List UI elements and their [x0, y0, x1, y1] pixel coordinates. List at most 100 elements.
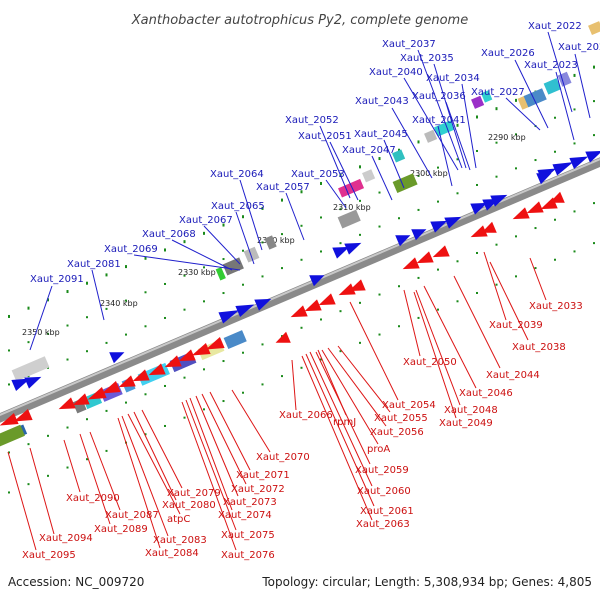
gene-label-atpc[interactable]: atpC [167, 514, 190, 525]
reverse-gene-arrow[interactable] [146, 363, 166, 380]
forward-gene-arrow[interactable] [411, 224, 429, 241]
forward-gene-arrow[interactable] [332, 241, 351, 259]
gene-label-xaut-2057[interactable]: Xaut_2057 [256, 182, 310, 193]
gene-label-xaut-2067[interactable]: Xaut_2067 [179, 215, 233, 226]
gene-label-xaut-2035[interactable]: Xaut_2035 [400, 53, 454, 64]
reverse-gene-arrow[interactable] [288, 305, 308, 322]
gene-label-xaut-2053[interactable]: Xaut_2053 [291, 169, 345, 180]
forward-gene-arrow[interactable] [109, 347, 127, 364]
gene-label-xaut-2039[interactable]: Xaut_2039 [489, 320, 543, 331]
gene-label-xaut-2075[interactable]: Xaut_2075 [221, 530, 275, 541]
gene-label-rpmj[interactable]: rpmJ [333, 417, 356, 428]
gene-label-xaut-2038[interactable]: Xaut_2038 [512, 342, 566, 353]
reverse-gene-arrow[interactable] [130, 369, 150, 386]
gene-label-xaut-2041[interactable]: Xaut_2041 [412, 115, 466, 126]
gene-label-xaut-2069[interactable]: Xaut_2069 [104, 244, 158, 255]
reverse-gene-arrow[interactable] [302, 299, 322, 316]
gene-label-xaut-2089[interactable]: Xaut_2089 [94, 524, 148, 535]
gene-label-xaut-2054[interactable]: Xaut_2054 [382, 400, 436, 411]
forward-gene-arrow[interactable] [490, 189, 509, 207]
reverse-gene-arrow[interactable] [116, 375, 136, 392]
gene-label-xaut-2061[interactable]: Xaut_2061 [360, 506, 414, 517]
gene-label-xaut-2052[interactable]: Xaut_2052 [285, 115, 339, 126]
forward-gene-arrow[interactable] [344, 237, 363, 255]
gene-label-xaut-2080[interactable]: Xaut_2080 [162, 500, 216, 511]
reverse-gene-arrow[interactable] [400, 257, 420, 274]
reverse-gene-arrow[interactable] [85, 386, 107, 405]
reverse-gene-arrow[interactable] [524, 201, 544, 218]
gene-label-xaut-2051[interactable]: Xaut_2051 [298, 131, 352, 142]
forward-gene-arrow[interactable] [235, 299, 256, 318]
gene-label-xaut-2045[interactable]: Xaut_2045 [354, 129, 408, 140]
reverse-gene-arrow[interactable] [0, 412, 19, 431]
forward-gene-arrow[interactable] [585, 145, 600, 163]
gene-label-xaut-2063[interactable]: Xaut_2063 [356, 519, 410, 530]
gene-label-xaut-2050[interactable]: Xaut_2050 [403, 357, 457, 368]
reverse-gene-arrow[interactable] [316, 293, 336, 310]
forward-gene-arrow[interactable] [24, 371, 43, 389]
gene-label-xaut-2091[interactable]: Xaut_2091 [30, 274, 84, 285]
gene-label-xaut-2049[interactable]: Xaut_2049 [439, 418, 493, 429]
gene-label-xaut-2071[interactable]: Xaut_2071 [236, 470, 290, 481]
forward-gene-arrow[interactable] [254, 293, 273, 311]
gene-label-xaut-2065[interactable]: Xaut_2065 [211, 201, 265, 212]
gene-label-xaut-2074[interactable]: Xaut_2074 [218, 510, 272, 521]
gene-label-xaut-2083[interactable]: Xaut_2083 [153, 535, 207, 546]
gene-label-xaut-2084[interactable]: Xaut_2084 [145, 548, 199, 559]
gene-label-xaut-2076[interactable]: Xaut_2076 [221, 550, 275, 561]
reverse-gene-arrow[interactable] [414, 251, 434, 268]
gene-label-xaut-2026[interactable]: Xaut_2026 [481, 48, 535, 59]
reverse-gene-arrow[interactable] [203, 336, 225, 355]
gene-label-xaut-2027[interactable]: Xaut_2027 [471, 87, 525, 98]
forward-gene-arrow[interactable] [395, 230, 413, 247]
forward-gene-arrow[interactable] [444, 211, 463, 229]
reverse-gene-arrow[interactable] [468, 225, 488, 242]
gene-label-xaut-2037[interactable]: Xaut_2037 [382, 39, 436, 50]
reverse-gene-arrow[interactable] [189, 342, 211, 361]
reverse-gene-arrow[interactable] [346, 279, 366, 296]
forward-gene-arrow[interactable] [536, 168, 554, 185]
gene-label-xaut-2040[interactable]: Xaut_2040 [369, 67, 423, 78]
gene-label-xaut-2055[interactable]: Xaut_2055 [374, 413, 428, 424]
reverse-gene-arrow[interactable] [70, 393, 90, 410]
reverse-gene-arrow[interactable] [99, 380, 121, 399]
gene-label-xaut-2023[interactable]: Xaut_2023 [524, 60, 578, 71]
gene-label-xaut-2066[interactable]: Xaut_2066 [279, 410, 333, 421]
forward-gene-arrow[interactable] [218, 305, 241, 324]
gene-label-xaut-2022[interactable]: Xaut_2022 [528, 21, 582, 32]
gene-label-xaut-2087[interactable]: Xaut_2087 [105, 510, 159, 521]
gene-label-xaut-2060[interactable]: Xaut_2060 [357, 486, 411, 497]
gene-label-xaut-2068[interactable]: Xaut_2068 [142, 229, 196, 240]
forward-gene-arrow[interactable] [470, 197, 489, 215]
gene-label-xaut-2095[interactable]: Xaut_2095 [22, 550, 76, 561]
gene-label-proa[interactable]: proA [367, 444, 390, 455]
reverse-gene-arrow[interactable] [162, 355, 182, 372]
gene-label-xaut-2056[interactable]: Xaut_2056 [370, 427, 424, 438]
gene-label-xaut-2021[interactable]: Xaut_2021 [558, 42, 600, 53]
gene-label-xaut-2044[interactable]: Xaut_2044 [486, 370, 540, 381]
forward-gene-arrow[interactable] [309, 270, 327, 287]
reverse-gene-arrow[interactable] [479, 221, 497, 239]
reverse-gene-arrow[interactable] [430, 245, 450, 262]
reverse-gene-arrow[interactable] [547, 191, 565, 209]
gene-label-xaut-2046[interactable]: Xaut_2046 [459, 388, 513, 399]
gene-label-xaut-2079[interactable]: Xaut_2079 [167, 488, 221, 499]
reverse-gene-arrow[interactable] [510, 207, 530, 224]
reverse-gene-arrow[interactable] [56, 397, 76, 414]
gene-label-xaut-2047[interactable]: Xaut_2047 [342, 145, 396, 156]
reverse-gene-arrow[interactable] [273, 331, 291, 349]
gene-label-xaut-2059[interactable]: Xaut_2059 [355, 465, 409, 476]
gene-label-xaut-2048[interactable]: Xaut_2048 [444, 405, 498, 416]
forward-gene-arrow[interactable] [11, 373, 32, 392]
gene-label-xaut-2081[interactable]: Xaut_2081 [67, 259, 121, 270]
reverse-gene-arrow[interactable] [176, 349, 196, 366]
gene-label-xaut-2043[interactable]: Xaut_2043 [355, 96, 409, 107]
gene-label-xaut-2094[interactable]: Xaut_2094 [39, 533, 93, 544]
forward-gene-arrow[interactable] [569, 151, 590, 170]
forward-gene-arrow[interactable] [430, 215, 449, 233]
gene-label-xaut-2064[interactable]: Xaut_2064 [210, 169, 264, 180]
gene-label-xaut-2036[interactable]: Xaut_2036 [412, 91, 466, 102]
gene-label-xaut-2070[interactable]: Xaut_2070 [256, 452, 310, 463]
gene-label-xaut-2072[interactable]: Xaut_2072 [231, 484, 285, 495]
gene-label-xaut-2033[interactable]: Xaut_2033 [529, 301, 583, 312]
